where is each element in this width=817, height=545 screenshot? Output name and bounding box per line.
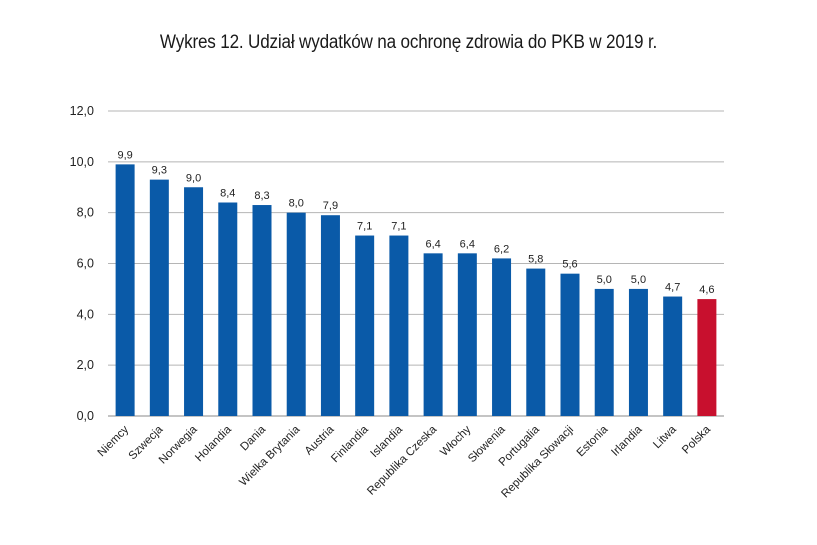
data-label: 5,0: [597, 274, 612, 286]
bar: [286, 212, 306, 416]
category-label: Austria: [303, 423, 337, 457]
y-tick-label: 0,0: [77, 409, 94, 423]
y-tick-label: 6,0: [77, 257, 94, 271]
data-label: 6,4: [425, 238, 440, 250]
bars: [115, 164, 717, 416]
y-tick-label: 10,0: [70, 155, 94, 169]
bar: [320, 215, 340, 416]
y-axis-ticks: 0,0 2,0 4,0 6,0 8,0 10,0 12,0: [70, 104, 94, 423]
data-label: 4,7: [665, 282, 680, 294]
data-label: 8,0: [289, 198, 304, 210]
category-label: Estonia: [575, 423, 611, 459]
category-label: Wielka Brytania: [237, 423, 302, 488]
bar: [389, 235, 409, 416]
bar: [423, 253, 443, 416]
category-label: Polska: [680, 423, 713, 456]
bar: [628, 288, 648, 416]
category-label: Dania: [238, 423, 268, 453]
data-label: 7,1: [391, 221, 406, 233]
data-label: 7,9: [323, 200, 338, 212]
data-label: 4,6: [699, 284, 714, 296]
y-tick-label: 4,0: [77, 307, 94, 321]
category-label: Norwegia: [157, 423, 200, 466]
chart-title: Wykres 12. Udział wydatków na ochronę zd…: [159, 32, 658, 53]
data-label: 7,1: [357, 221, 372, 233]
bar: [115, 164, 135, 416]
category-label: Irlandia: [609, 423, 645, 459]
data-label: 6,2: [494, 243, 509, 255]
bar: [218, 202, 238, 416]
bar: [594, 288, 614, 416]
data-label: 8,4: [220, 188, 235, 200]
data-label: 6,4: [460, 238, 475, 250]
data-label: 5,8: [528, 254, 543, 266]
bar: [252, 205, 272, 416]
bar: [355, 235, 375, 416]
bar: [184, 187, 204, 416]
bar: [663, 296, 683, 416]
y-tick-label: 2,0: [77, 358, 94, 372]
data-labels: 9,9 9,3 9,0 8,4 8,3 8,0 7,9 7,1 7,1 6,4 6,4 6,2 5,8 5…: [117, 149, 714, 296]
bar: [526, 268, 546, 416]
bar: [457, 253, 477, 416]
category-label: Holandia: [193, 423, 234, 464]
y-tick-label: 12,0: [70, 104, 94, 118]
data-label: 8,3: [254, 190, 269, 202]
category-label: Finlandia: [329, 423, 371, 465]
category-label: Litwa: [651, 423, 679, 451]
bar: [560, 273, 580, 416]
bar: [149, 179, 169, 416]
data-label: 9,9: [117, 149, 132, 161]
data-label: 9,3: [152, 165, 167, 177]
grid-lines: [108, 110, 724, 417]
bar: [697, 299, 717, 416]
data-label: 5,0: [631, 274, 646, 286]
bar: [492, 258, 512, 416]
data-label: 9,0: [186, 172, 201, 184]
data-label: 5,6: [562, 259, 577, 271]
y-tick-label: 8,0: [77, 206, 94, 220]
